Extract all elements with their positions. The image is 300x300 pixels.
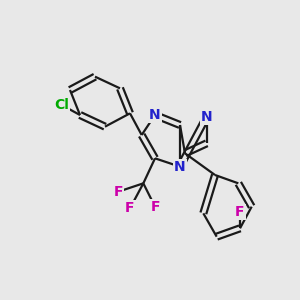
Text: N: N <box>201 110 212 124</box>
Text: Cl: Cl <box>54 98 69 112</box>
Text: F: F <box>235 205 245 219</box>
Text: N: N <box>149 108 161 122</box>
Text: N: N <box>174 160 186 174</box>
Text: F: F <box>125 201 135 215</box>
Text: F: F <box>114 185 123 199</box>
Text: F: F <box>150 200 160 214</box>
